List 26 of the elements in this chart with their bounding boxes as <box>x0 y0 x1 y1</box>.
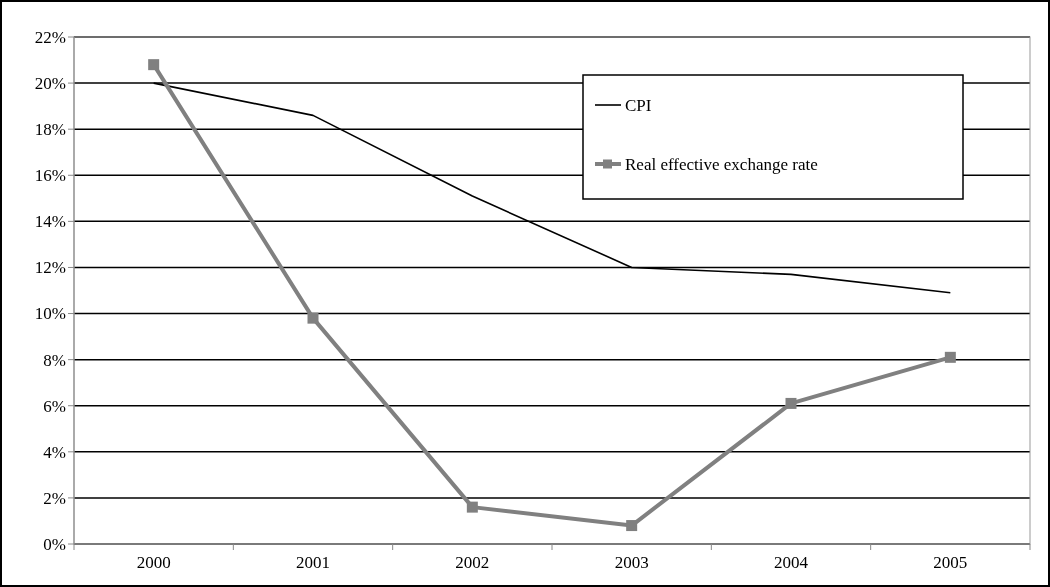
point <box>944 351 956 363</box>
point <box>148 59 160 71</box>
y-tick-label: 20% <box>34 74 66 94</box>
x-tick-label: 2005 <box>933 553 968 572</box>
y-tick-label: 14% <box>34 212 66 232</box>
x-tick-label: 2004 <box>774 553 809 572</box>
y-tick-label: 18% <box>34 120 66 140</box>
y-tick-label: 22% <box>34 27 66 47</box>
y-tick-label: 16% <box>34 166 66 186</box>
x-tick-label: 2000 <box>136 553 171 572</box>
y-tick-label: 0% <box>43 534 66 554</box>
point <box>626 520 638 532</box>
x-tick-label: 2001 <box>296 553 330 572</box>
y-tick-label: 10% <box>34 304 66 324</box>
x-tick-label: 2003 <box>614 553 649 572</box>
y-tick-label: 12% <box>34 258 66 278</box>
y-tick-label: 8% <box>43 350 66 370</box>
y-tick-label: 2% <box>43 488 66 508</box>
point <box>785 397 797 409</box>
legend-label: CPI <box>625 95 652 115</box>
x-tick-label: 2002 <box>455 553 490 572</box>
legend-label: Real effective exchange rate <box>625 154 818 174</box>
y-tick-label: 6% <box>43 396 66 416</box>
point <box>307 312 319 324</box>
y-tick-label: 4% <box>43 442 66 462</box>
point <box>466 501 478 513</box>
